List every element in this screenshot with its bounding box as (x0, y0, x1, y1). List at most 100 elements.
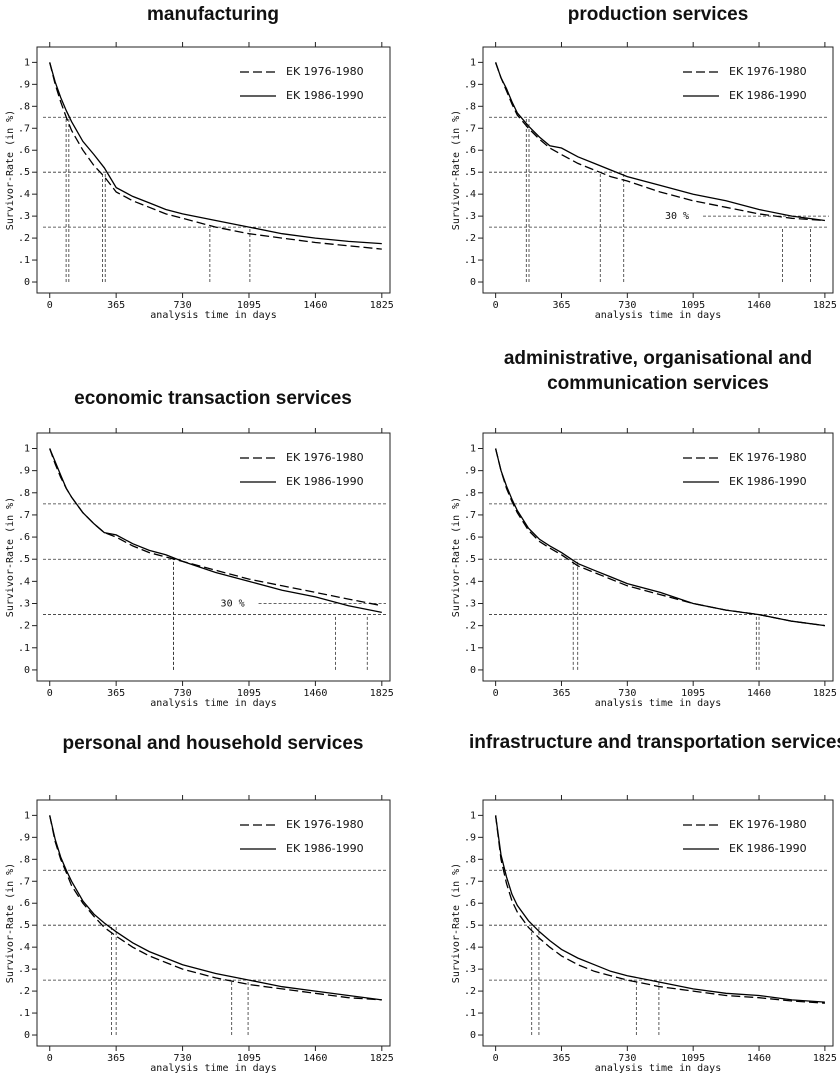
x-tick-label: 1825 (370, 1053, 394, 1064)
x-tick-label: 0 (47, 688, 53, 699)
y-tick-label: .5 (464, 920, 476, 931)
survival-curve (494, 62, 825, 222)
legend-label: EK 1986-1990 (729, 842, 807, 855)
y-tick-label: .6 (18, 898, 30, 909)
y-tick-label: .3 (464, 599, 476, 610)
y-tick-label: .2 (464, 233, 476, 244)
legend-label: EK 1976-1980 (286, 65, 364, 78)
plot-frame (36, 46, 391, 294)
x-tick-label: 1460 (303, 300, 327, 311)
x-tick-label: 1825 (813, 300, 837, 311)
x-tick-label: 0 (47, 1053, 53, 1064)
y-tick-label: 1 (470, 810, 476, 821)
y-tick-label: .8 (18, 101, 30, 112)
y-axis-label: Survivor-Rate (in %) (5, 497, 16, 617)
x-tick-label: 1460 (303, 688, 327, 699)
y-tick-label: .3 (464, 964, 476, 975)
plot-frame (482, 46, 834, 294)
y-tick-label: .1 (18, 1008, 30, 1019)
x-axis-label: analysis time in days (595, 1063, 721, 1074)
y-tick-label: .8 (464, 854, 476, 865)
y-tick-label: .2 (18, 233, 30, 244)
x-tick-label: 1460 (303, 1053, 327, 1064)
y-tick-label: .9 (18, 832, 30, 843)
y-tick-label: .1 (464, 255, 476, 266)
y-tick-label: .3 (18, 599, 30, 610)
y-tick-label: .3 (18, 964, 30, 975)
x-axis-label: analysis time in days (150, 310, 276, 321)
x-axis-label: analysis time in days (595, 310, 721, 321)
y-tick-label: 0 (470, 1030, 476, 1041)
y-tick-label: .2 (464, 986, 476, 997)
x-tick-label: 1460 (747, 688, 771, 699)
y-tick-label: .8 (18, 854, 30, 865)
x-tick-label: 1825 (370, 688, 394, 699)
x-tick-label: 1095 (681, 300, 705, 311)
y-axis-label: Survivor-Rate (in %) (5, 863, 16, 983)
y-tick-label: .4 (18, 576, 30, 587)
y-tick-label: .9 (464, 466, 476, 477)
x-tick-label: 1825 (370, 300, 394, 311)
chart-title: personal and household services (62, 733, 364, 754)
x-tick-label: 1095 (237, 300, 261, 311)
x-tick-label: 1460 (747, 300, 771, 311)
legend-label: EK 1976-1980 (286, 451, 364, 464)
y-tick-label: 0 (470, 277, 476, 288)
y-tick-label: 0 (24, 277, 30, 288)
x-tick-label: 1460 (747, 1053, 771, 1064)
y-axis-label: Survivor-Rate (in %) (451, 497, 462, 617)
y-tick-label: .5 (464, 554, 476, 565)
y-tick-label: .5 (18, 920, 30, 931)
legend-label: EK 1986-1990 (286, 475, 364, 488)
y-tick-label: .4 (464, 576, 476, 587)
x-axis-label: analysis time in days (595, 698, 721, 709)
x-tick-label: 0 (47, 300, 53, 311)
x-axis-label: analysis time in days (150, 1063, 276, 1074)
x-tick-label: 0 (493, 1053, 499, 1064)
x-tick-label: 730 (618, 1053, 636, 1064)
y-tick-label: .9 (464, 79, 476, 90)
plot-frame (36, 432, 391, 682)
y-tick-label: .6 (18, 532, 30, 543)
x-tick-label: 1095 (681, 1053, 705, 1064)
plot-frame (36, 799, 391, 1047)
y-tick-label: .1 (464, 1008, 476, 1019)
legend-label: EK 1986-1990 (729, 89, 807, 102)
y-tick-label: .6 (18, 145, 30, 156)
x-tick-label: 1095 (237, 688, 261, 699)
y-tick-label: .5 (464, 167, 476, 178)
x-tick-label: 730 (174, 688, 192, 699)
annotation-text: 30 % (665, 211, 689, 222)
y-tick-label: .9 (18, 466, 30, 477)
legend-label: EK 1976-1980 (729, 451, 807, 464)
y-tick-label: .8 (464, 101, 476, 112)
y-tick-label: 1 (470, 444, 476, 455)
y-tick-label: .7 (464, 123, 476, 134)
y-tick-label: 1 (24, 57, 30, 68)
x-tick-label: 1095 (681, 688, 705, 699)
y-tick-label: .4 (18, 189, 30, 200)
y-tick-label: .7 (464, 510, 476, 521)
x-tick-label: 1825 (813, 1053, 837, 1064)
y-tick-label: .1 (464, 643, 476, 654)
y-tick-label: .5 (18, 554, 30, 565)
y-tick-label: .8 (18, 488, 30, 499)
y-tick-label: .6 (464, 898, 476, 909)
y-tick-label: .9 (18, 79, 30, 90)
x-tick-label: 365 (107, 300, 125, 311)
y-tick-label: .6 (464, 145, 476, 156)
y-tick-label: .7 (18, 876, 30, 887)
survival-curve (494, 815, 825, 1003)
y-tick-label: .8 (464, 488, 476, 499)
y-tick-label: .7 (18, 510, 30, 521)
survival-curve (49, 448, 382, 614)
legend-label: EK 1976-1980 (729, 65, 807, 78)
y-tick-label: .2 (464, 621, 476, 632)
legend-label: EK 1986-1990 (286, 842, 364, 855)
x-tick-label: 0 (493, 688, 499, 699)
survival-curve (49, 815, 382, 1001)
x-tick-label: 365 (552, 688, 570, 699)
y-tick-label: .6 (464, 532, 476, 543)
